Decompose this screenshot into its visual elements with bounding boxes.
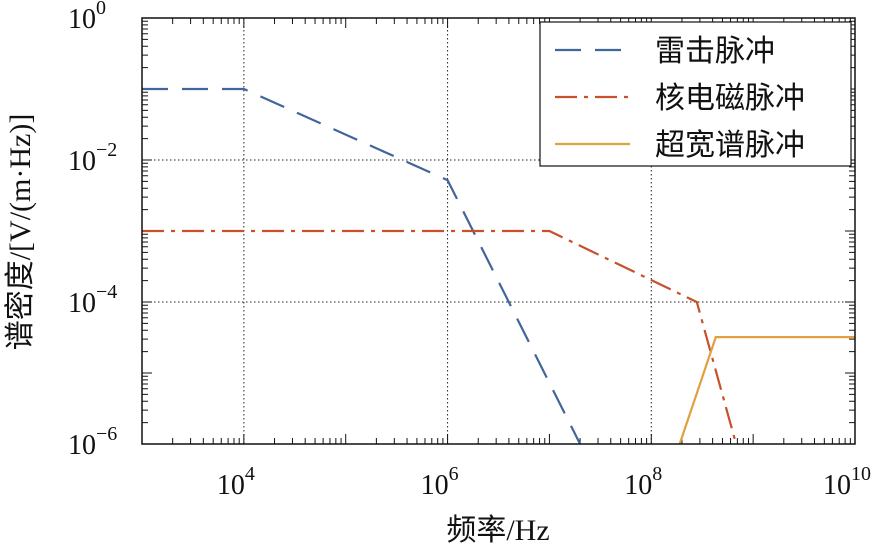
x-tick-label: 108 [624,463,662,501]
tick-labels: 104 106 108 1010 100 10−2 10−4 10−6 [68,0,871,501]
legend-box [539,21,852,167]
legend-label: 雷击脉冲 [655,35,775,68]
ticks [141,18,855,445]
y-axis-label: 谱密度/[V/(m·Hz)] [4,114,37,351]
series-lines [142,87,855,444]
y-tick-label: 10−6 [68,423,117,461]
series-line-2 [142,229,738,444]
plot-frame [141,17,856,445]
series-line-1 [142,87,582,444]
y-tick-label: 100 [68,0,106,35]
series-line-3 [678,336,855,444]
x-tick-label: 104 [217,463,255,501]
legend-label: 超宽谱脉冲 [655,129,805,162]
x-axis-label: 频率/Hz [446,514,549,547]
legend-label: 核电磁脉冲 [655,82,805,115]
x-tick-label: 106 [421,463,459,501]
x-tick-label: 1010 [823,463,871,501]
y-tick-label: 10−4 [68,281,117,319]
y-tick-label: 10−2 [68,139,117,177]
